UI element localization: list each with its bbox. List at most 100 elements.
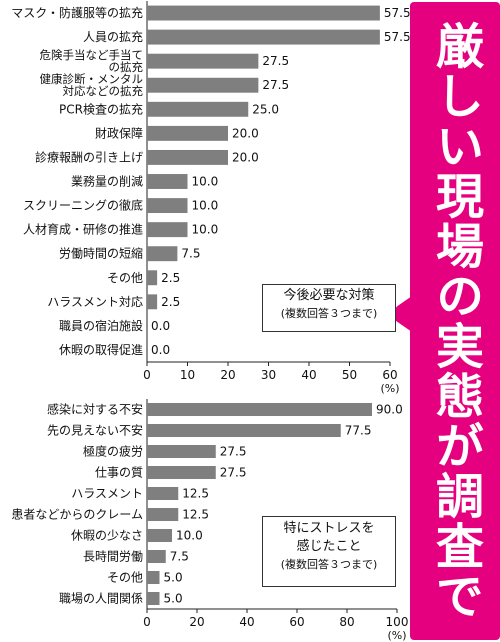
measures-x-tick-label: 0 bbox=[143, 368, 151, 382]
stress-x-tick-label: 60 bbox=[289, 615, 304, 629]
measures-category-label: ハラスメント対応 bbox=[47, 295, 143, 309]
measures-value-label: 57.5 bbox=[384, 6, 411, 20]
stress-category-label: 休暇の少なさ bbox=[71, 529, 143, 543]
measures-category-label: PCR検査の拡充 bbox=[59, 101, 143, 116]
stress-bar bbox=[147, 528, 172, 543]
measures-category-label: 労働時間の短縮 bbox=[59, 246, 143, 261]
measures-category-label: 人員の拡充 bbox=[83, 29, 143, 44]
measures-value-label: 10.0 bbox=[192, 175, 219, 189]
measures-bar bbox=[147, 29, 380, 45]
measures-category-label: その他 bbox=[107, 271, 143, 285]
measures-bar bbox=[147, 174, 188, 189]
stress-value-label: 5.0 bbox=[164, 592, 183, 606]
measures-bar bbox=[147, 53, 259, 69]
measures-value-label: 7.5 bbox=[181, 247, 200, 261]
measures-x-tick-label: 20 bbox=[220, 368, 235, 382]
measures-value-label: 27.5 bbox=[262, 78, 289, 92]
stress-bar bbox=[147, 465, 216, 480]
stress-bar bbox=[147, 402, 372, 417]
measures-bar bbox=[147, 125, 228, 141]
stress-category-label: ハラスメント bbox=[71, 487, 143, 501]
stress-legend-subtitle: (複数回答３つまで) bbox=[280, 558, 378, 571]
measures-value-label: 27.5 bbox=[262, 54, 289, 68]
stress-category-label: 仕事の質 bbox=[95, 465, 143, 480]
stress-category-label: 患者などからのクレーム bbox=[11, 508, 143, 522]
stress-value-label: 27.5 bbox=[220, 466, 247, 480]
measures-bar bbox=[147, 246, 178, 262]
stress-value-label: 90.0 bbox=[376, 403, 403, 417]
measures-value-label: 20.0 bbox=[232, 150, 259, 164]
stress-category-label: 長時間労働 bbox=[83, 550, 143, 564]
measures-value-label: 2.5 bbox=[161, 271, 180, 285]
measures-category-label: 診療報酬の引き上げ bbox=[35, 149, 143, 164]
measures-category-label: 財政保障 bbox=[95, 125, 143, 140]
stress-category-label: 職場の人間関係 bbox=[59, 592, 143, 606]
measures-bar bbox=[147, 101, 249, 117]
measures-value-label: 20.0 bbox=[232, 126, 259, 140]
stress-bar bbox=[147, 549, 166, 564]
stress-value-label: 77.5 bbox=[345, 424, 372, 438]
stress-category-label: 極度の疲労 bbox=[83, 444, 143, 459]
measures-category-label: マスク・防護服等の拡充 bbox=[11, 5, 143, 20]
stress-bar bbox=[147, 591, 160, 606]
stress-value-label: 5.0 bbox=[164, 571, 183, 585]
measures-legend-subtitle: (複数回答３つまで) bbox=[280, 307, 378, 320]
stress-bar bbox=[147, 570, 160, 585]
measures-category-label: 職員の宿泊施設 bbox=[59, 318, 143, 333]
measures-bar bbox=[147, 294, 158, 310]
measures-category-label: 業務量の削減 bbox=[71, 174, 143, 189]
stress-legend-box: 特にストレスを 感じたこと (複数回答３つまで) bbox=[262, 516, 396, 587]
measures-value-label: 10.0 bbox=[192, 199, 219, 213]
stress-bar bbox=[147, 444, 216, 459]
stress-x-tick-label: 20 bbox=[189, 615, 204, 629]
stress-bar bbox=[147, 507, 179, 522]
stress-x-unit: (%) bbox=[387, 629, 406, 642]
measures-bar-chart: 57.5 マスク・防護服等の拡充 57.5 人員の拡充 27.5 危険手当など手当ての拡充… bbox=[11, 1, 411, 395]
measures-bar bbox=[147, 270, 158, 286]
stress-category-label: 感染に対する不安 bbox=[47, 402, 143, 417]
measures-value-label: 57.5 bbox=[384, 30, 411, 44]
stress-value-label: 12.5 bbox=[182, 508, 209, 522]
measures-category-label: 危険手当など手当て bbox=[40, 48, 144, 62]
stress-x-tick-label: 80 bbox=[339, 615, 354, 629]
measures-category-label: 健康診断・メンタル bbox=[40, 72, 144, 86]
measures-x-unit: (%) bbox=[380, 382, 399, 395]
measures-value-label: 25.0 bbox=[252, 102, 279, 116]
measures-category-label: 対応などの拡充 bbox=[63, 84, 144, 98]
measures-category-label: の拡充 bbox=[109, 60, 144, 74]
measures-category-label: 休暇の取得促進 bbox=[59, 342, 143, 357]
stress-bar bbox=[147, 486, 179, 501]
measures-legend-title: 今後必要な対策 bbox=[283, 288, 375, 303]
measures-value-label: 0.0 bbox=[151, 343, 170, 357]
measures-value-label: 10.0 bbox=[192, 223, 219, 237]
stress-x-tick-label: 0 bbox=[143, 615, 151, 629]
measures-bar bbox=[147, 5, 380, 21]
measures-bar bbox=[147, 149, 228, 165]
measures-x-tick-label: 10 bbox=[180, 368, 195, 382]
measures-value-label: 0.0 bbox=[151, 319, 170, 333]
measures-x-tick-label: 60 bbox=[382, 368, 397, 382]
stress-value-label: 27.5 bbox=[220, 445, 247, 459]
measures-x-tick-label: 50 bbox=[342, 368, 357, 382]
headline: 厳しい現場の実態が調査で明らかに bbox=[347, 21, 483, 621]
measures-x-tick-label: 40 bbox=[301, 368, 316, 382]
stress-value-label: 12.5 bbox=[182, 487, 209, 501]
measures-legend-box: 今後必要な対策 (複数回答３つまで) bbox=[262, 284, 396, 332]
measures-category-label: 人材育成・研修の推進 bbox=[23, 222, 143, 237]
stress-bar bbox=[147, 423, 341, 438]
stress-value-label: 7.5 bbox=[170, 550, 189, 564]
measures-value-label: 2.5 bbox=[161, 295, 180, 309]
stress-value-label: 10.0 bbox=[176, 529, 203, 543]
measures-bar bbox=[147, 198, 188, 214]
stress-category-label: 先の見えない不安 bbox=[47, 423, 143, 438]
measures-category-label: スクリーニングの徹底 bbox=[23, 198, 143, 213]
stress-x-tick-label: 40 bbox=[239, 615, 254, 629]
measures-x-tick-label: 30 bbox=[261, 368, 276, 382]
stress-x-tick-label: 100 bbox=[386, 615, 409, 629]
measures-bar bbox=[147, 77, 259, 93]
stress-legend-title: 特にストレスを 感じたこと bbox=[283, 521, 375, 554]
stress-bar-chart: 90.0 感染に対する不安 77.5 先の見えない不安 27.5 極度の疲労 27.5 仕事の… bbox=[11, 399, 409, 642]
measures-bar bbox=[147, 222, 188, 238]
headline-banner bbox=[410, 2, 500, 640]
stress-category-label: その他 bbox=[107, 571, 143, 585]
